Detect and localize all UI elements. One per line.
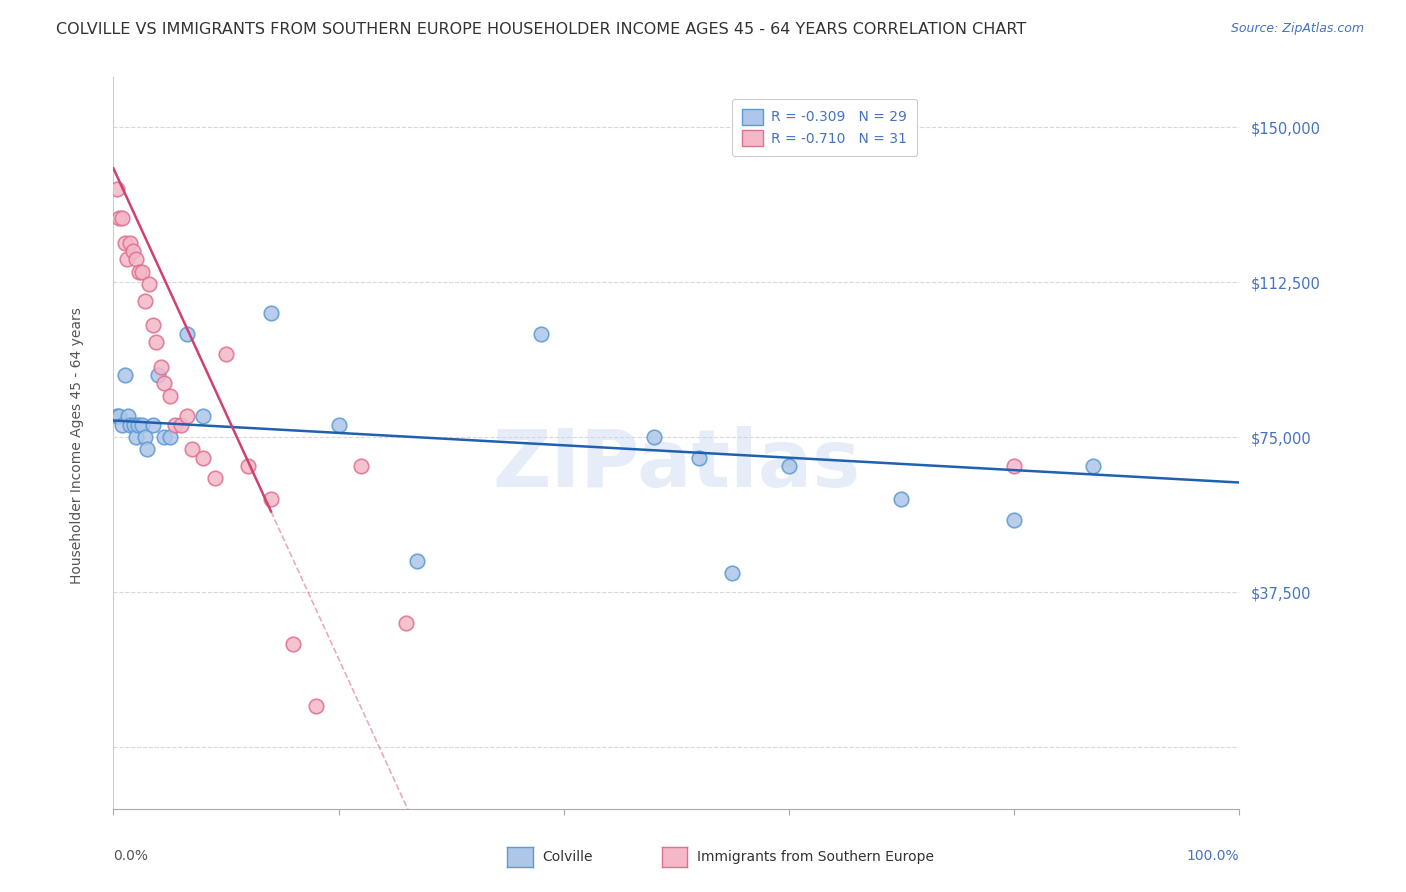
Point [131,417,153,432]
Point [117,409,139,424]
Point [328,417,350,432]
Point [181,442,204,457]
Point [260,491,283,506]
Point [176,409,198,424]
Point [215,347,238,361]
Text: Householder Income Ages 45 - 64 years: Householder Income Ages 45 - 64 years [70,308,84,584]
Point [193,409,215,424]
Point [153,376,176,391]
Point [111,211,134,225]
Point [721,566,744,581]
Point [114,235,136,250]
Point [159,430,181,444]
Text: COLVILLE VS IMMIGRANTS FROM SOUTHERN EUROPE HOUSEHOLDER INCOME AGES 45 - 64 YEAR: COLVILLE VS IMMIGRANTS FROM SOUTHERN EUR… [56,22,1026,37]
Text: ZIPatlas: ZIPatlas [492,426,860,504]
Point [142,417,165,432]
Point [159,389,181,403]
Point [165,417,187,432]
Point [406,554,429,568]
Point [204,471,226,485]
Point [122,417,145,432]
Point [148,368,170,382]
Point [108,409,131,424]
Point [114,368,136,382]
Point [128,265,150,279]
Point [1002,513,1025,527]
Point [120,235,142,250]
Point [134,293,156,308]
Text: 0.0%: 0.0% [114,849,149,863]
Point [176,326,198,341]
Point [138,277,160,291]
Point [108,211,131,225]
Text: 100.0%: 100.0% [1187,849,1239,863]
Point [120,417,142,432]
Point [153,430,176,444]
Point [145,334,167,349]
Text: Immigrants from Southern Europe: Immigrants from Southern Europe [697,850,934,864]
Text: Source: ZipAtlas.com: Source: ZipAtlas.com [1230,22,1364,36]
Point [305,698,328,713]
Point [260,306,283,320]
Point [105,409,128,424]
Point [350,458,373,473]
Point [283,637,305,651]
Point [643,430,665,444]
Point [149,359,172,374]
Point [131,265,153,279]
Legend: R = -0.309   N = 29, R = -0.710   N = 31: R = -0.309 N = 29, R = -0.710 N = 31 [733,99,917,156]
Point [238,458,260,473]
Point [142,318,165,333]
Point [115,252,138,267]
Point [111,417,134,432]
Point [193,450,215,465]
Point [125,430,148,444]
Point [1002,458,1025,473]
Point [136,442,159,457]
Point [530,326,553,341]
Point [127,417,149,432]
Point [890,491,912,506]
Point [778,458,800,473]
Point [121,244,143,258]
Point [125,252,148,267]
Point [134,430,156,444]
Point [688,450,710,465]
Point [1081,458,1104,473]
Point [170,417,193,432]
Point [105,182,128,196]
Text: Colville: Colville [543,850,593,864]
Point [395,615,418,630]
